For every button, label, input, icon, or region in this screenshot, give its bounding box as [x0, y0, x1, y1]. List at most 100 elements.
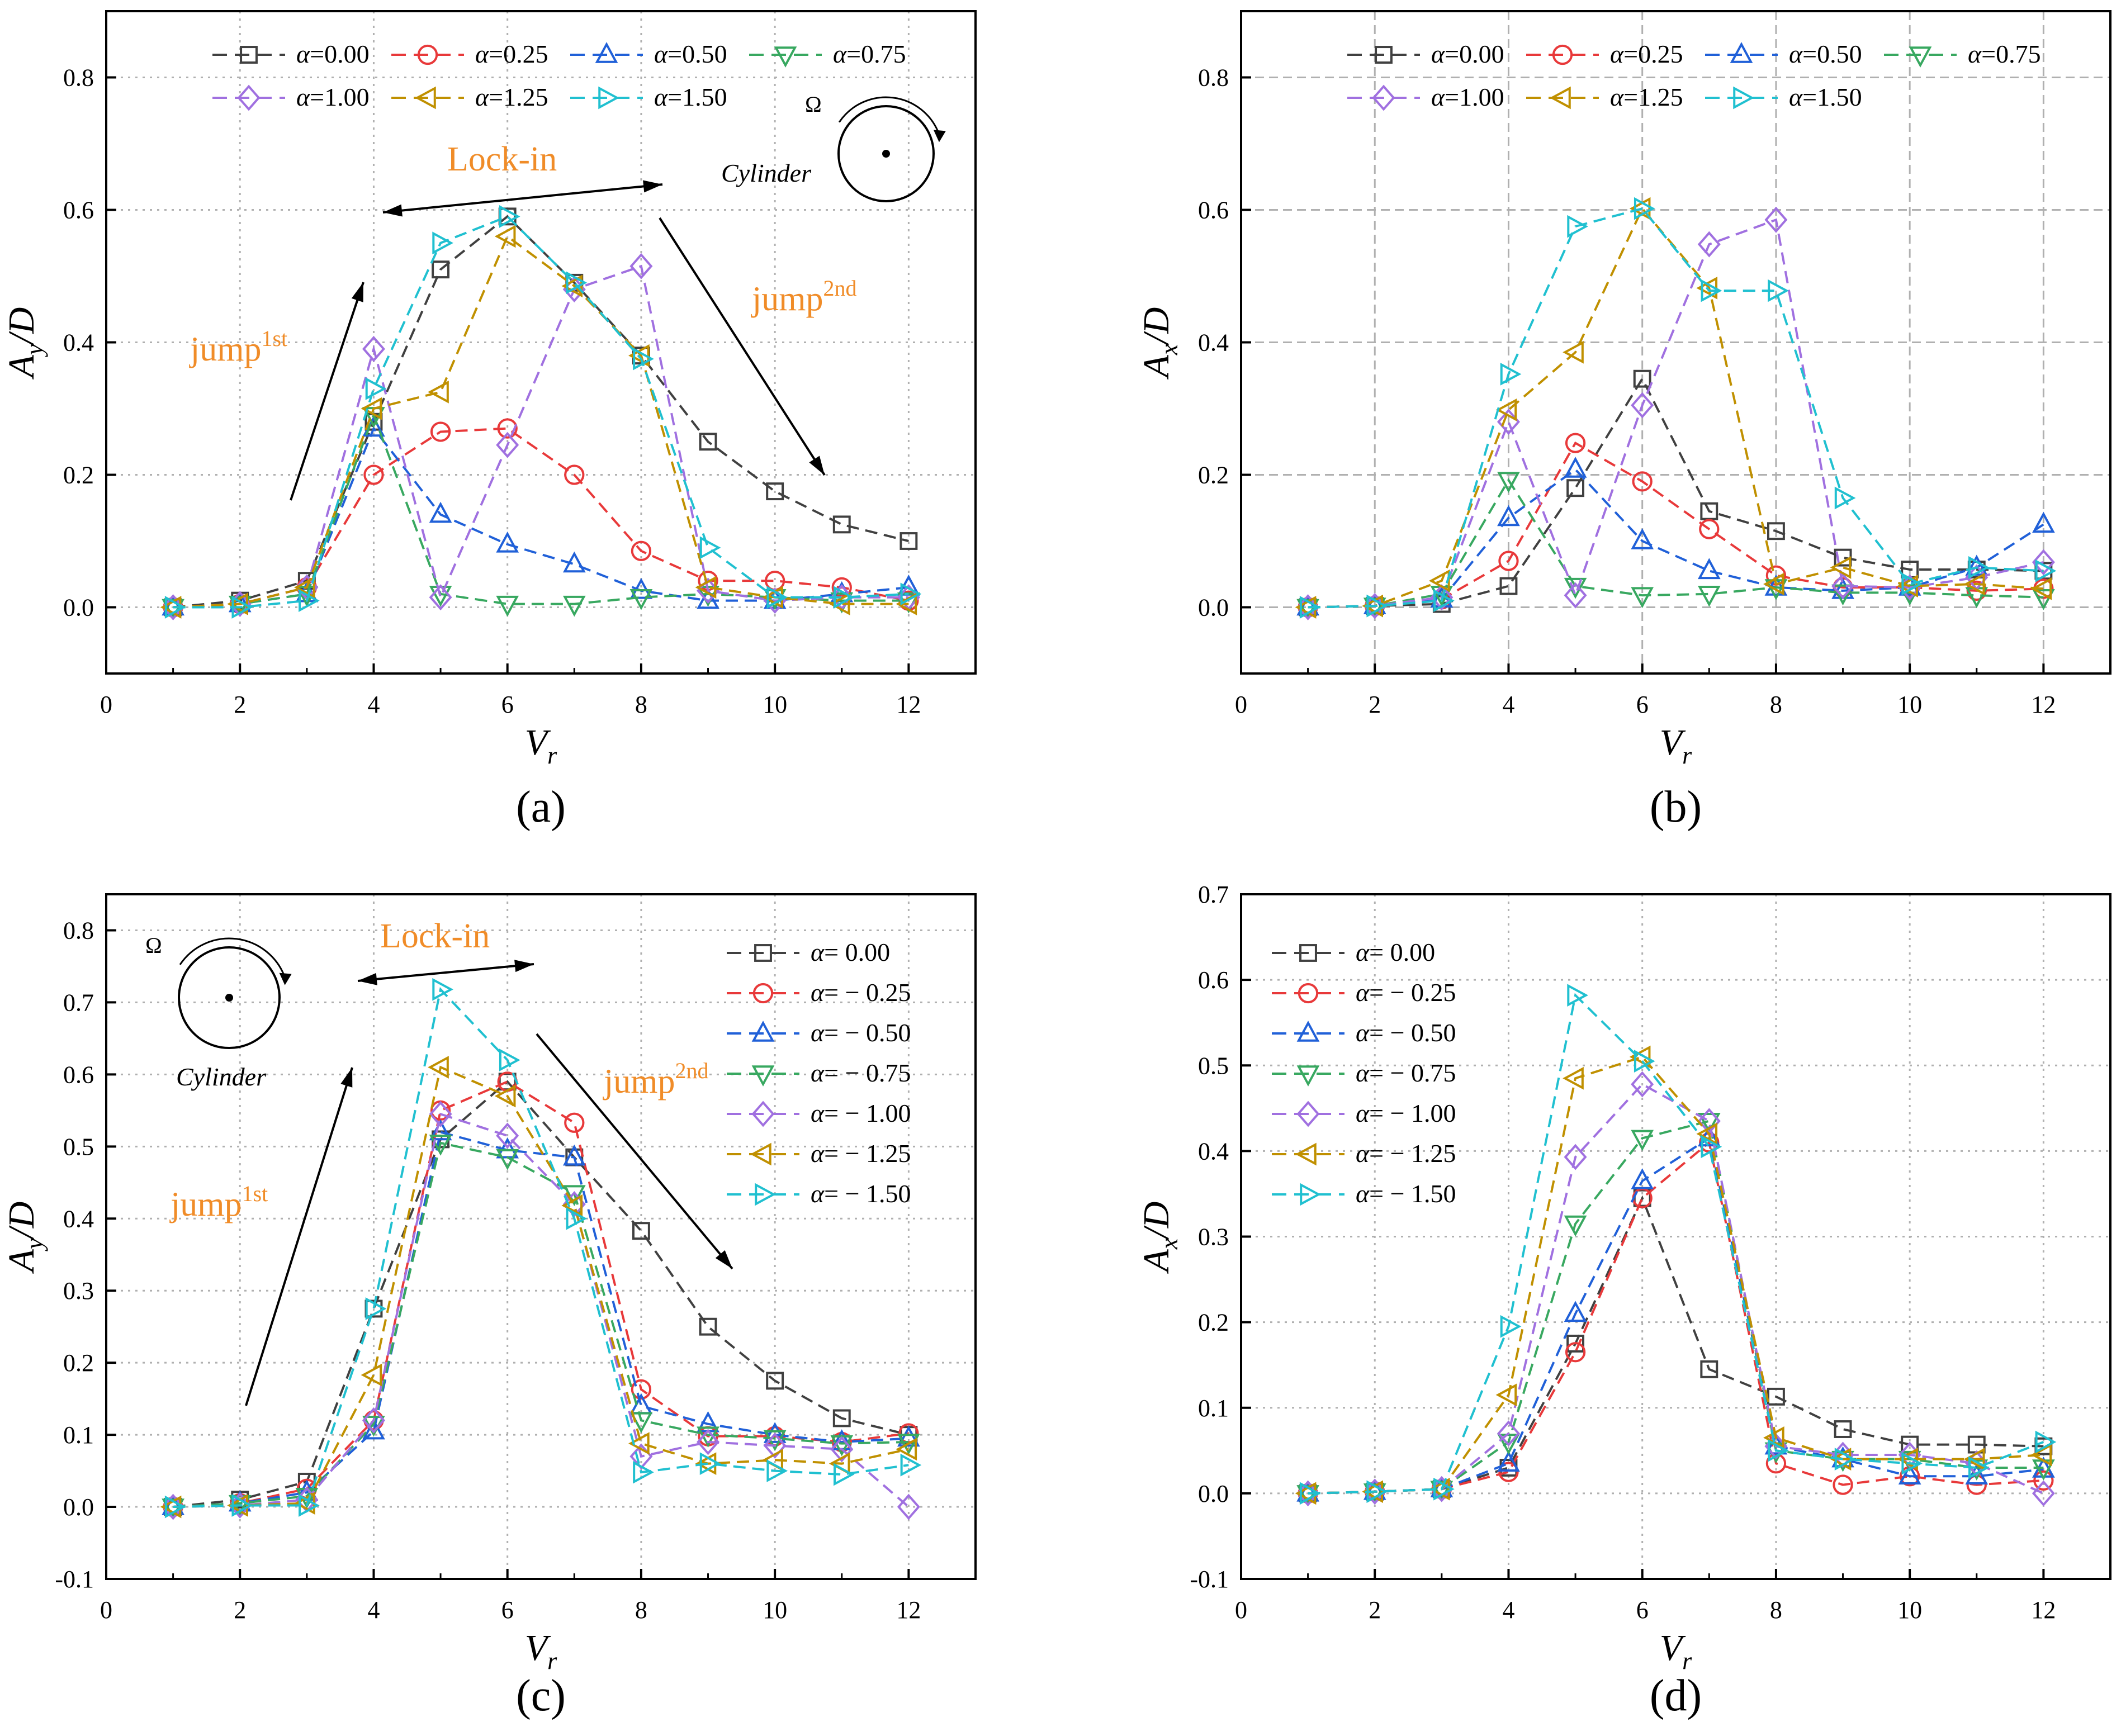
chart-panel-c: 0 2 4 6 8 10 12 -0.1 0.0 0.1 0.2 0.3 0.4 0.5 0.6 0.7 0.8… [1, 893, 977, 1720]
data-point [497, 418, 518, 439]
data-point [496, 595, 519, 617]
jump-2nd-arrow [659, 217, 826, 476]
x-tick-label: 0 [100, 1596, 112, 1624]
series-5 [1295, 197, 2052, 619]
data-point [699, 1452, 721, 1476]
data-point [834, 586, 855, 609]
data-point [1495, 399, 1517, 421]
legend-entry: α=1.00 [212, 83, 370, 111]
series-line [173, 412, 909, 609]
data-point [1631, 1168, 1654, 1189]
lock-in-arrow [357, 960, 534, 985]
arrow-head [715, 1250, 732, 1269]
data-point [1700, 1360, 1718, 1378]
y-tick-label: 0.4 [63, 329, 94, 357]
x-axis: 0 2 4 6 8 10 12 [1235, 663, 2111, 718]
y-tick-label: 0.5 [1198, 1052, 1229, 1079]
legend-entry: α=1.25 [391, 83, 548, 111]
x-tick-label: 6 [501, 691, 514, 718]
legend-label: α=1.50 [1789, 83, 1862, 111]
data-point [1968, 556, 1990, 579]
y-axis: 0.0 0.2 0.4 0.6 0.8 [1198, 64, 1251, 622]
data-point [496, 1149, 519, 1170]
x-axis-title: Vr [1660, 1628, 1692, 1675]
series-4 [1296, 1071, 2055, 1507]
y-tick-label: 0.0 [1198, 594, 1229, 622]
data-point [1834, 1448, 1856, 1471]
legend-label: α= − 1.00 [1356, 1099, 1456, 1127]
legend-marker [598, 86, 619, 110]
arrow-shaft [382, 183, 663, 214]
x-tick-label: 4 [1502, 1596, 1514, 1624]
data-point [899, 532, 918, 550]
data-point [1629, 1045, 1651, 1069]
legend-entry: α= − 1.50 [1272, 1179, 1456, 1208]
data-point [1366, 1480, 1388, 1503]
data-point [1500, 1315, 1522, 1338]
data-point [362, 1418, 385, 1440]
y-tick-label: 0.0 [1198, 1480, 1229, 1507]
data-point [699, 433, 717, 451]
x-tick-label: 2 [1369, 1596, 1381, 1624]
data-point [562, 1185, 586, 1207]
x-tick-label: 0 [1235, 691, 1247, 718]
data-point [2032, 1480, 2055, 1507]
data-point [432, 978, 453, 1001]
series-line [173, 426, 909, 609]
data-point [566, 271, 588, 295]
x-tick-label: 4 [367, 1596, 380, 1624]
data-point [1567, 215, 1588, 238]
y-tick-label: 0.6 [1198, 966, 1229, 994]
data-point [1631, 1071, 1654, 1098]
legend-marker [1298, 983, 1319, 1004]
data-point [363, 464, 384, 485]
legend-entry: α=0.00 [1347, 40, 1504, 68]
data-point [1634, 1050, 1655, 1073]
jump-1st-arrow [290, 282, 364, 501]
y-tick-label: -0.1 [1190, 1566, 1229, 1593]
data-point [1901, 572, 1923, 596]
data-point [1834, 486, 1856, 510]
gridlines [1241, 893, 2110, 1580]
data-point [499, 205, 520, 228]
legend: α=0.00 α=0.25 α=0.50 α=0.75 α=1.00 α=1.25 α=1.… [1347, 40, 2041, 111]
x-tick-label: 10 [763, 691, 787, 718]
data-point [162, 594, 184, 616]
data-point [1497, 1420, 1520, 1447]
legend-label: α=0.75 [1968, 40, 2041, 68]
data-point [362, 1407, 385, 1434]
data-series [1295, 197, 2057, 620]
chart-panel-d: 0 2 4 6 8 10 12 -0.1 0.0 0.1 0.2 0.3 0.4 0.5 0.6 0.7 Vr A… [1136, 881, 2111, 1720]
arrow-shaft [245, 1067, 353, 1406]
data-point [299, 589, 320, 613]
data-point [832, 1409, 851, 1427]
series-3 [1296, 472, 2055, 620]
data-point [1701, 1135, 1722, 1159]
legend-entry: α= − 0.25 [727, 978, 911, 1007]
y-tick-label: 0.3 [63, 1277, 94, 1305]
data-point [1565, 433, 1586, 453]
data-point [1433, 1477, 1455, 1501]
data-point [429, 1135, 452, 1156]
y-tick-label: 0.4 [1198, 329, 1229, 357]
y-tick-label: 0.6 [1198, 197, 1229, 224]
legend-marker [774, 46, 797, 68]
series-line [1308, 1120, 2044, 1495]
arrow-head [351, 282, 363, 302]
arrow-shaft [536, 1033, 733, 1270]
data-point [1633, 369, 1651, 388]
arrow-head [809, 456, 825, 475]
data-point [1497, 1450, 1520, 1472]
data-point [361, 1363, 382, 1387]
data-point [897, 1493, 920, 1520]
data-point [293, 576, 315, 599]
x-tick-label: 8 [1770, 691, 1782, 718]
x-tick-label: 4 [367, 691, 380, 718]
series-line [173, 215, 909, 609]
legend-label: α= − 0.75 [1356, 1059, 1456, 1087]
legend-marker [1909, 46, 1932, 68]
data-series [160, 978, 922, 1520]
legend-entry: α= 0.00 [727, 938, 890, 966]
data-point [1564, 1144, 1587, 1170]
